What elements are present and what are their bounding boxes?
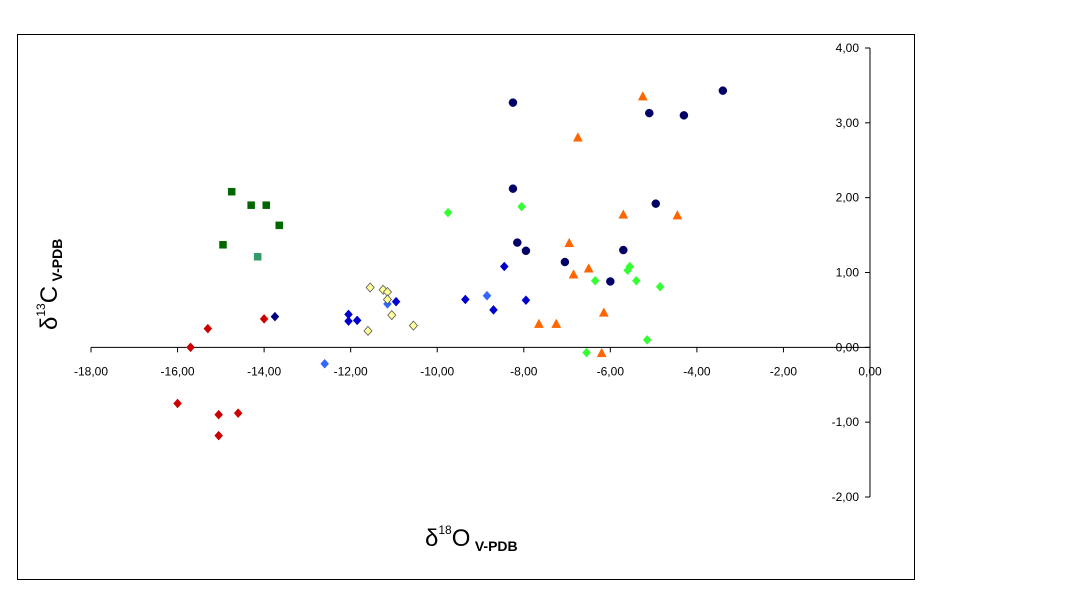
data-point-square — [262, 201, 271, 209]
data-point-diamond — [521, 295, 531, 306]
data-point-circle — [508, 98, 518, 107]
y-axis-sub: V-PDB — [49, 239, 65, 282]
data-point-diamond — [499, 261, 509, 272]
axes — [91, 48, 871, 497]
x-tick-label: -6,00 — [597, 364, 625, 378]
data-point-diamond — [186, 342, 195, 353]
y-tick-label: 0,00 — [836, 340, 860, 354]
x-axis-symbol: δ — [425, 525, 438, 552]
data-point-diamond — [352, 315, 362, 326]
x-tick-label: -10,00 — [420, 364, 454, 378]
data-point-circle — [513, 238, 522, 247]
data-point-diamond — [203, 323, 213, 334]
data-point-circle — [718, 86, 728, 95]
data-point-diamond — [391, 296, 401, 307]
data-point-circle — [679, 111, 689, 120]
data-point-diamond — [461, 294, 470, 305]
x-tick-label: -4,00 — [683, 364, 711, 378]
data-point-diamond — [590, 275, 600, 286]
data-point-triangle — [551, 318, 562, 328]
y-axis-symbol: δ — [36, 317, 63, 330]
data-point-diamond — [582, 347, 591, 358]
data-markers — [173, 86, 728, 441]
data-point-triangle — [568, 269, 579, 279]
data-point-diamond — [365, 282, 375, 293]
x-axis-sup: 18 — [438, 523, 452, 537]
data-point-circle — [606, 277, 615, 286]
x-tick-label: -16,00 — [161, 364, 195, 378]
data-point-diamond — [173, 398, 182, 409]
data-point-diamond — [233, 408, 243, 419]
data-point-circle — [508, 184, 518, 193]
data-point-diamond — [642, 334, 652, 345]
x-axis-element: O — [452, 525, 471, 552]
data-point-diamond — [408, 320, 418, 331]
data-point-diamond — [270, 311, 280, 322]
data-point-triangle — [672, 210, 683, 220]
data-point-diamond — [259, 314, 269, 324]
x-ticks: -18,00 -16,00 -14,00 -12,00 -10,00 -8,00 -6,00… — [74, 347, 882, 378]
data-point-triangle — [618, 209, 629, 219]
data-point-diamond — [489, 305, 498, 315]
x-axis-sub: V-PDB — [475, 538, 518, 554]
y-tick-label: 4,00 — [836, 41, 860, 55]
data-point-diamond — [320, 358, 330, 369]
x-tick-label: -12,00 — [334, 364, 368, 378]
chart-frame — [17, 34, 915, 580]
data-point-square — [275, 221, 284, 230]
x-axis-title: δ18O V-PDB — [425, 523, 518, 554]
data-point-diamond — [214, 430, 224, 441]
y-axis-element: C — [36, 286, 63, 303]
data-point-diamond — [655, 281, 665, 292]
x-tick-label: -2,00 — [770, 364, 798, 378]
x-tick-label: -8,00 — [510, 364, 538, 378]
x-tick-label: 0,00 — [858, 364, 882, 378]
data-point-triangle — [637, 91, 648, 101]
data-point-circle — [560, 257, 570, 267]
data-point-diamond — [517, 201, 526, 212]
data-point-triangle — [583, 263, 594, 273]
y-ticks: -2,00 -1,00 0,00 1,00 2,00 3,00 4,00 — [832, 41, 870, 504]
data-point-triangle — [572, 132, 583, 142]
data-point-circle — [521, 246, 531, 256]
data-point-triangle — [596, 347, 607, 358]
data-point-square — [227, 187, 236, 196]
data-point-circle — [645, 108, 654, 118]
data-point-triangle — [564, 237, 575, 248]
data-point-square — [219, 241, 227, 249]
data-point-triangle — [534, 318, 544, 328]
data-point-circle — [651, 199, 661, 208]
data-point-diamond — [382, 294, 392, 305]
y-tick-label: -2,00 — [832, 490, 860, 504]
x-tick-label: -18,00 — [74, 364, 108, 378]
y-axis-sup: 13 — [34, 303, 48, 317]
data-point-diamond — [443, 207, 453, 218]
data-point-diamond — [214, 409, 224, 420]
data-point-diamond — [363, 325, 373, 336]
data-point-square — [247, 201, 255, 209]
data-point-triangle — [598, 307, 609, 317]
y-tick-label: 1,00 — [836, 266, 860, 280]
data-point-diamond — [387, 310, 397, 321]
x-tick-label: -14,00 — [247, 364, 281, 378]
data-point-diamond — [482, 290, 492, 301]
y-tick-label: 3,00 — [836, 116, 860, 130]
data-point-circle — [619, 245, 628, 255]
data-point-diamond — [631, 275, 641, 286]
data-point-square — [253, 253, 262, 261]
y-tick-label: 2,00 — [836, 191, 860, 205]
y-tick-label: -1,00 — [832, 415, 860, 429]
data-point-diamond — [625, 261, 635, 272]
data-point-diamond — [344, 316, 353, 327]
y-axis-title: δ13C V-PDB — [34, 239, 65, 330]
